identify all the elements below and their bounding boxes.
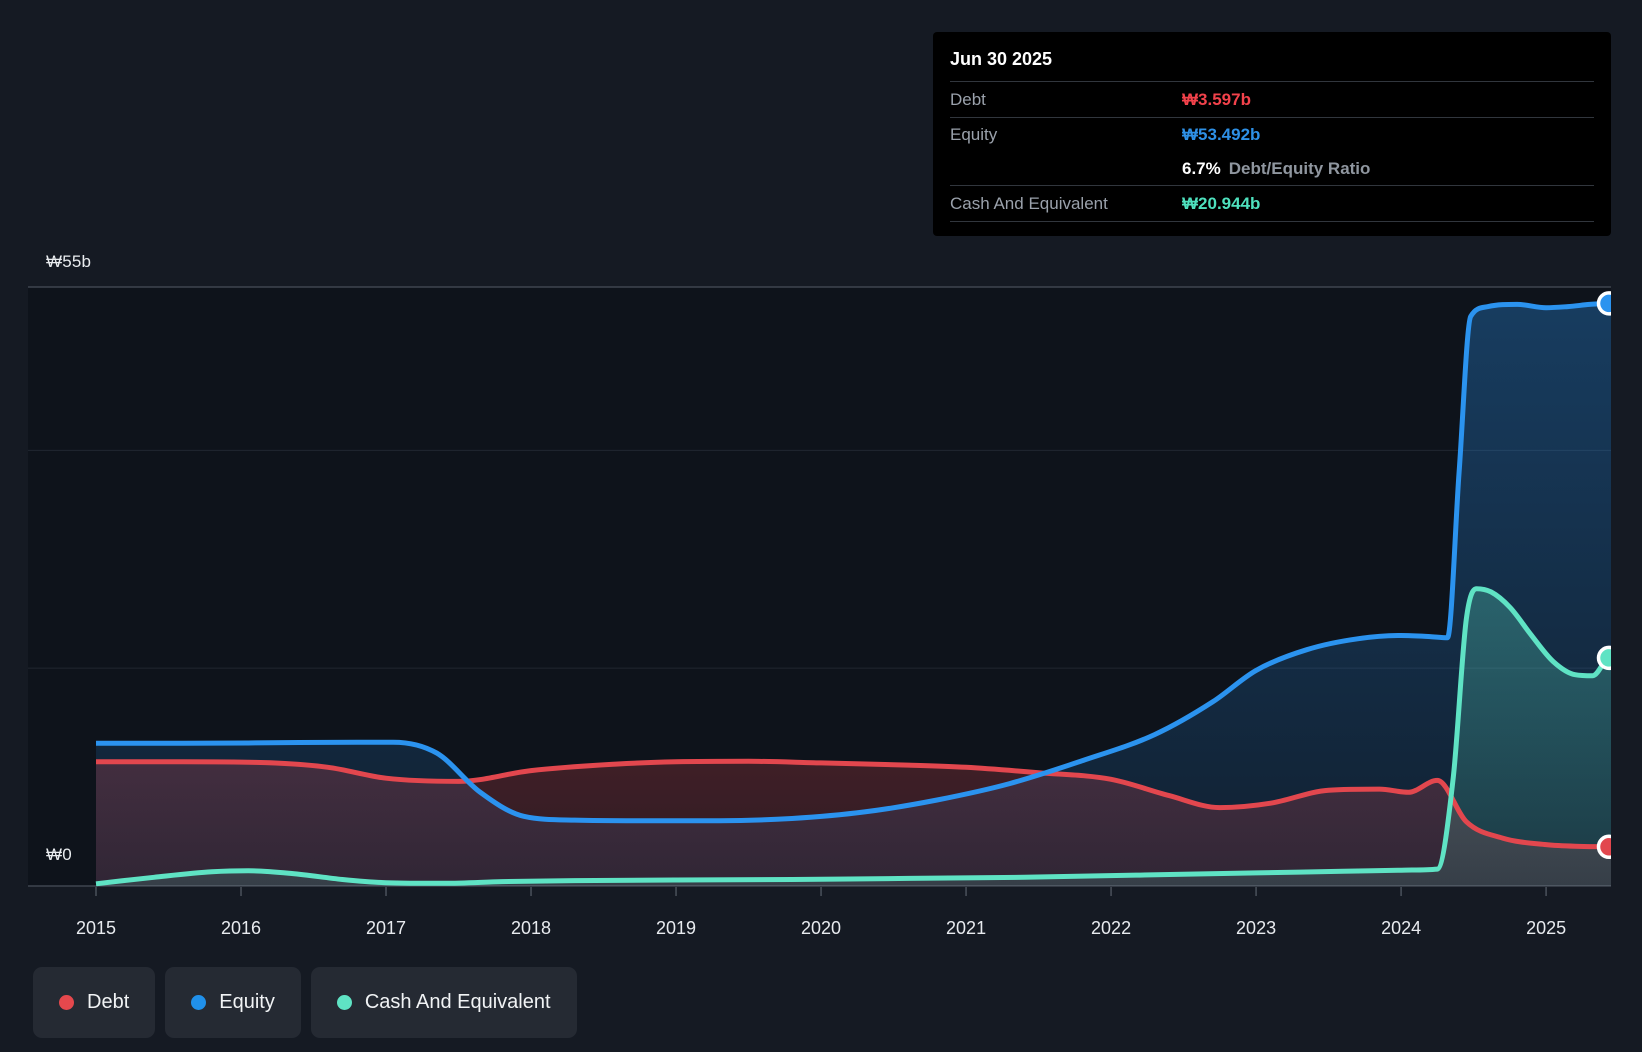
cash-and-equivalent-area (96, 588, 1611, 886)
x-tick-label: 2023 (1236, 918, 1276, 938)
x-tick-label: 2018 (511, 918, 551, 938)
equity-line (96, 300, 1611, 824)
tooltip-cash-value: ₩20.944b (1182, 193, 1261, 213)
series-layer (95, 291, 1611, 887)
tooltip-ratio-value: 6.7% (1182, 158, 1221, 178)
tooltip-equity-label: Equity (950, 125, 998, 144)
debt-endpoint-marker (1596, 834, 1611, 860)
equity-endpoint-marker (1596, 291, 1611, 316)
tooltip-cash-label: Cash And Equivalent (950, 193, 1108, 213)
legend-equity-label: Equity (219, 991, 275, 1013)
tooltip-ratio-row: 6.7% Debt/Equity Ratio (950, 152, 1594, 186)
legend-debt-label: Debt (87, 991, 130, 1013)
equity-area (96, 303, 1611, 886)
y-axis-zero-label: ₩0 (46, 845, 72, 864)
legend-item-cash[interactable]: Cash And Equivalent (310, 967, 577, 1038)
x-tick-label: 2020 (801, 918, 841, 938)
x-tick-label: 2025 (1526, 918, 1566, 938)
tooltip-date: Jun 30 2025 (950, 32, 1594, 82)
tooltip-equity-row: Equity ₩53.492b (950, 118, 1594, 152)
legend-item-equity[interactable]: Equity (165, 967, 301, 1038)
cash-and-equivalent-line (95, 586, 1611, 887)
x-tick-label: 2024 (1381, 918, 1421, 938)
legend-cash-label: Cash And Equivalent (364, 991, 551, 1013)
chart-tooltip: Jun 30 2025 Debt ₩3.597b Equity ₩53.492b… (933, 32, 1611, 236)
y-axis-max-label: ₩55b (46, 252, 92, 271)
x-tick-label: 2022 (1091, 918, 1131, 938)
equity-dot-icon (191, 995, 207, 1010)
tooltip-ratio-label: Debt/Equity Ratio (1228, 158, 1371, 178)
x-tick-label: 2017 (366, 918, 406, 938)
tooltip-debt-label: Debt (950, 89, 986, 109)
tooltip-debt-row: Debt ₩3.597b (950, 82, 1594, 118)
cash-and-equivalent-endpoint-marker (1596, 645, 1611, 671)
debt-area (96, 761, 1611, 886)
x-tick-label: 2016 (221, 918, 261, 938)
x-tick-label: 2015 (76, 918, 116, 938)
tooltip-debt-value: ₩3.597b (1182, 89, 1251, 109)
x-tick-label: 2021 (946, 918, 986, 938)
chart-legend: Debt Equity Cash And Equivalent (33, 967, 577, 1038)
cash-dot-icon (336, 995, 352, 1010)
debt-dot-icon (59, 995, 74, 1010)
tooltip-cash-row: Cash And Equivalent ₩20.944b (950, 186, 1594, 222)
legend-item-debt[interactable]: Debt (33, 967, 156, 1038)
tooltip-equity-value: ₩53.492b (1182, 125, 1261, 144)
x-tick-label: 2019 (656, 918, 696, 938)
